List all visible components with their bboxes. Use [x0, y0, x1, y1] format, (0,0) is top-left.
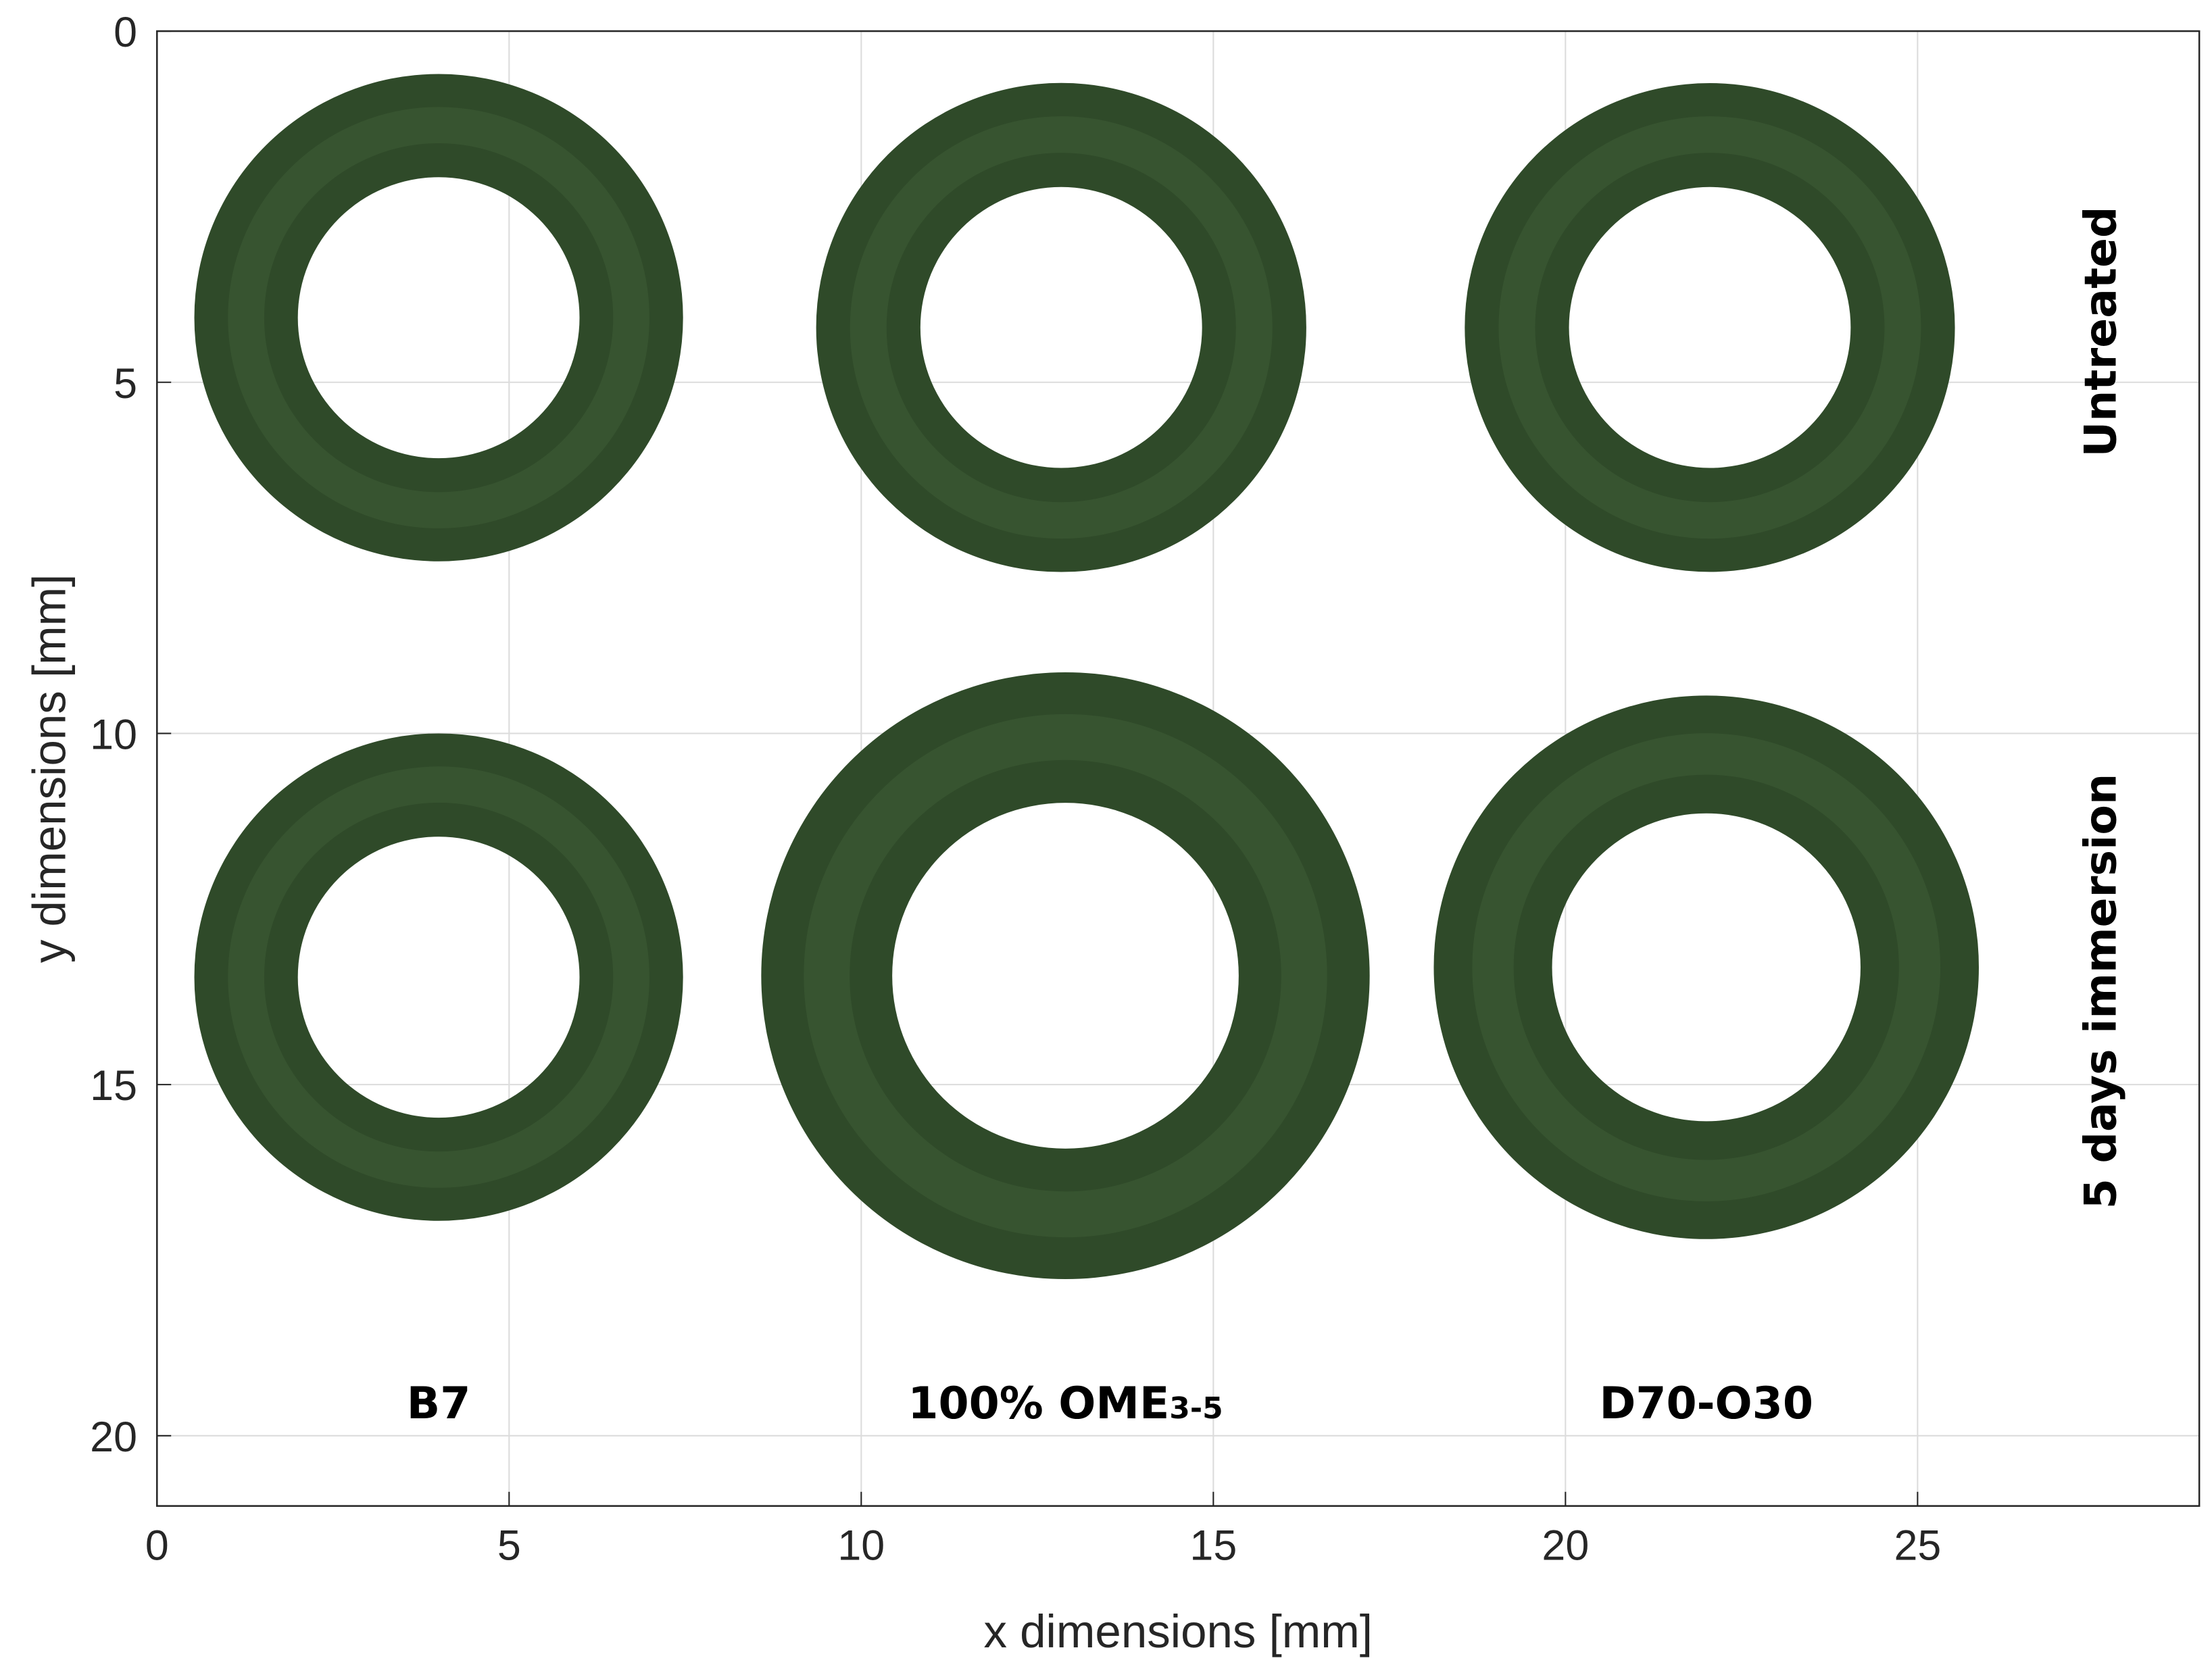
o-ring: [194, 733, 683, 1221]
o-ring-highlight: [804, 714, 1327, 1238]
column-label: D70-O30: [1600, 1378, 1813, 1429]
o-ring-highlight: [1472, 733, 1941, 1201]
row-label: Untreated: [2076, 207, 2127, 457]
y-tick-label: 15: [90, 1062, 137, 1109]
o-ring-highlight: [1498, 116, 1921, 539]
x-tick-label: 0: [145, 1522, 169, 1569]
x-tick-label: 25: [1894, 1522, 1941, 1569]
column-label-text: B7: [407, 1378, 471, 1429]
o-ring: [1465, 82, 1955, 572]
y-tick-label: 0: [114, 9, 137, 56]
y-tick-label: 5: [114, 360, 137, 407]
x-axis-label: x dimensions [mm]: [983, 1605, 1373, 1657]
o-ring: [761, 672, 1370, 1280]
o-ring-highlight: [228, 107, 649, 528]
x-tick-label: 10: [837, 1522, 885, 1569]
column-label: 100% OME3-5: [908, 1378, 1223, 1429]
column-label-text: D70-O30: [1600, 1378, 1813, 1429]
y-axis-label: y dimensions [mm]: [22, 574, 75, 964]
column-label-text: 100% OME: [908, 1378, 1169, 1429]
y-tick-label: 10: [90, 711, 137, 758]
o-ring: [816, 82, 1306, 572]
o-ring: [194, 74, 683, 562]
y-tick-label: 20: [90, 1414, 137, 1461]
x-tick-label: 15: [1189, 1522, 1237, 1569]
x-tick-label: 5: [497, 1522, 521, 1569]
axes-frame: [156, 30, 2201, 1507]
row-label: 5 days immersion: [2076, 774, 2127, 1209]
o-ring: [1433, 695, 1980, 1239]
o-ring-highlight: [228, 766, 649, 1188]
column-label-subscript: 3-5: [1169, 1391, 1223, 1426]
column-label: B7: [407, 1378, 471, 1429]
x-tick-label: 20: [1542, 1522, 1589, 1569]
o-ring-highlight: [850, 116, 1273, 539]
